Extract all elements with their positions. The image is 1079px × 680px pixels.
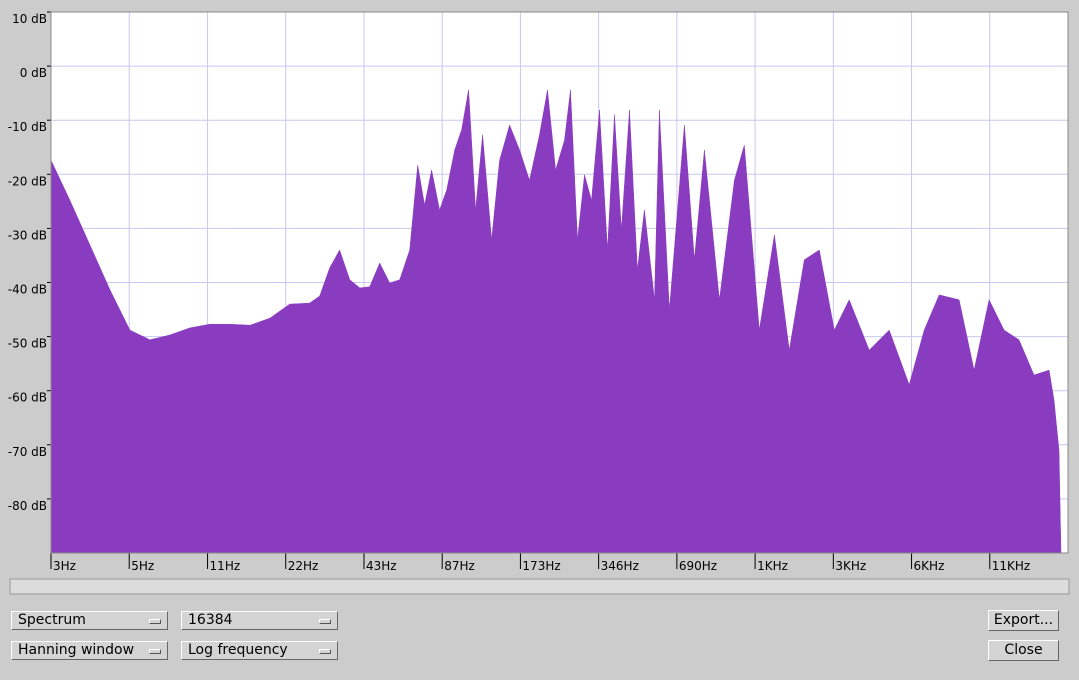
- x-tick-label: 22Hz: [288, 559, 319, 573]
- dropdown[interactable]: Hanning window: [11, 641, 168, 660]
- dropdown[interactable]: Spectrum: [11, 611, 168, 630]
- y-tick-label: 0 dB: [20, 66, 47, 80]
- plot-border: [50, 11, 1069, 554]
- y-tick-label: -50 dB: [8, 337, 47, 351]
- y-tick-label: -20 dB: [8, 174, 47, 188]
- x-tick-label: 43Hz: [366, 559, 397, 573]
- x-tick-label: 11KHz: [992, 559, 1030, 573]
- x-tick-label: 87Hz: [444, 559, 475, 573]
- dropdown[interactable]: Log frequency: [181, 641, 338, 660]
- scrollbar[interactable]: [9, 578, 1070, 595]
- x-tick-label: 3KHz: [835, 559, 866, 573]
- dropdown[interactable]: 16384: [181, 611, 338, 630]
- x-tick-label: 690Hz: [679, 559, 717, 573]
- x-tick-label: 1KHz: [757, 559, 788, 573]
- x-tick-label: 11Hz: [210, 559, 241, 573]
- spectrum-chart: 10 dB 0 dB -10 dB -20 dB -30 dB -40 dB -50 dB -…: [8, 11, 1070, 595]
- button[interactable]: Export...: [988, 610, 1059, 631]
- button[interactable]: Close: [988, 640, 1059, 661]
- x-tick-label: 5Hz: [131, 559, 154, 573]
- y-tick-label: -40 dB: [8, 283, 47, 297]
- x-tick-label: 3Hz: [53, 559, 76, 573]
- y-tick-label: 10 dB: [12, 12, 47, 26]
- y-tick-label: -60 dB: [8, 391, 47, 405]
- y-tick-label: -10 dB: [8, 120, 47, 134]
- x-tick-label: 173Hz: [522, 559, 560, 573]
- y-tick-label: -80 dB: [8, 499, 47, 513]
- spectrum-area: [50, 89, 1062, 554]
- x-tick-label: 346Hz: [601, 559, 639, 573]
- y-tick-label: -30 dB: [8, 228, 47, 242]
- x-tick-label: 6KHz: [914, 559, 945, 573]
- y-tick-label: -70 dB: [8, 445, 47, 459]
